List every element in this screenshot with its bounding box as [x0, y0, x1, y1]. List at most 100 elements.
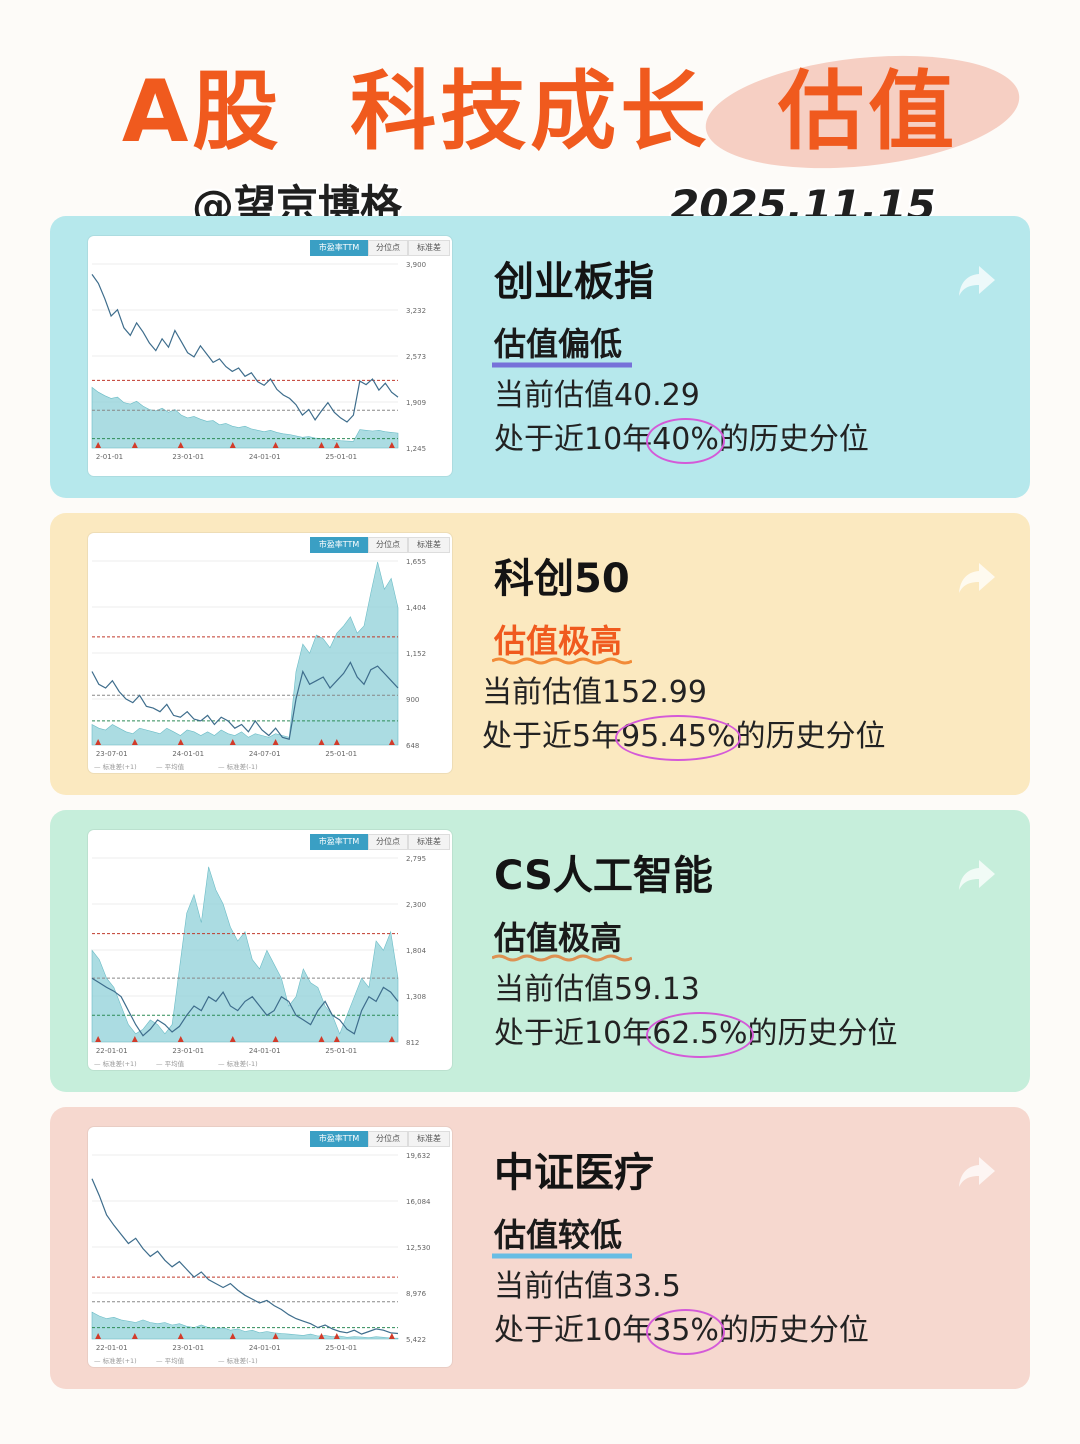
- y-tick-label: 12,530: [406, 1244, 431, 1252]
- y-tick-label: 16,084: [406, 1198, 431, 1206]
- percentile-suffix: 的历史分位: [735, 719, 886, 754]
- level-underline: [492, 362, 632, 368]
- signal-marker: [388, 1036, 395, 1042]
- tab-percentile[interactable]: 分位点: [368, 1131, 408, 1147]
- y-tick-label: 1,152: [406, 650, 426, 658]
- tab-percentile[interactable]: 分位点: [368, 537, 408, 553]
- percentile-area: [91, 866, 399, 1043]
- percentile-value: 40%: [646, 418, 725, 464]
- signal-marker: [229, 739, 236, 745]
- share-icon[interactable]: [955, 854, 999, 894]
- tab-pe-ttm[interactable]: 市盈率TTM: [310, 537, 368, 553]
- tab-stddev[interactable]: 标准差: [408, 1131, 450, 1147]
- index-name: 中证医疗: [494, 1150, 654, 1196]
- signal-marker: [131, 1333, 138, 1339]
- signal-marker: [229, 1036, 236, 1042]
- signal-marker: [272, 739, 279, 745]
- signal-marker: [318, 1333, 325, 1339]
- percentile-suffix: 的历史分位: [747, 1016, 898, 1051]
- valuation-chart: 19,632 16,084 12,530 8,976 5,422 22-01-01 23-0…: [88, 1127, 452, 1367]
- level-underline: [492, 657, 632, 665]
- x-tick-label: 24-01-01: [172, 750, 204, 758]
- percentile-area: [91, 1311, 399, 1340]
- valuation-level: 估值极高: [492, 619, 632, 665]
- percentile-line: 处于近5年95.45%的历史分位: [482, 715, 886, 761]
- signal-marker: [229, 1333, 236, 1339]
- index-name: 科创50: [494, 556, 630, 602]
- chart-svg: 19,632 16,084 12,530 8,976 5,422 22-01-01 23-0…: [91, 1152, 431, 1365]
- tab-stddev[interactable]: 标准差: [408, 240, 450, 256]
- y-tick-label: 3,900: [406, 261, 426, 269]
- x-tick-label: 24-07-01: [249, 750, 281, 758]
- y-tick-label: 1,308: [406, 993, 426, 1001]
- level-underline: [492, 1253, 632, 1259]
- signal-marker: [177, 1333, 184, 1339]
- y-tick-label: 1,909: [406, 399, 426, 407]
- chart-svg: 1,655 1,404 1,152 900 648 23-07-01 24-01-01 24-…: [91, 558, 427, 771]
- tab-pe-ttm[interactable]: 市盈率TTM: [310, 240, 368, 256]
- valuation-level-text: 估值极高: [494, 622, 623, 660]
- y-tick-label: 3,232: [406, 307, 426, 315]
- percentile-line: 处于近10年62.5%的历史分位: [494, 1012, 898, 1058]
- y-tick-label: 2,573: [406, 353, 426, 361]
- signal-marker: [272, 1036, 279, 1042]
- x-tick-label: 22-01-01: [96, 1047, 128, 1055]
- legend-item: — 标准差(-1): [218, 762, 258, 771]
- pe-ttm-line: [91, 274, 399, 423]
- y-tick-label: 2,795: [406, 855, 426, 863]
- signal-marker: [388, 739, 395, 745]
- legend-item: — 标准差(-1): [218, 1356, 258, 1365]
- signal-marker: [177, 442, 184, 448]
- tab-pe-ttm[interactable]: 市盈率TTM: [310, 834, 368, 850]
- tab-percentile[interactable]: 分位点: [368, 240, 408, 256]
- y-tick-label: 1,655: [406, 558, 426, 566]
- percentile-prefix: 处于近10年: [494, 1016, 653, 1051]
- share-icon[interactable]: [955, 557, 999, 597]
- tab-stddev[interactable]: 标准差: [408, 537, 450, 553]
- index-name: 创业板指: [494, 259, 654, 305]
- signal-marker: [333, 1036, 340, 1042]
- y-tick-label: 812: [406, 1039, 419, 1047]
- valuation-card: 3,900 3,232 2,573 1,909 1,245 2-01-01 23-01-01…: [50, 216, 1030, 498]
- valuation-level: 估值较低: [492, 1213, 632, 1259]
- x-tick-label: 23-07-01: [96, 750, 128, 758]
- legend-item: — 平均值: [156, 1059, 185, 1068]
- tab-pe-ttm[interactable]: 市盈率TTM: [310, 1131, 368, 1147]
- chart-svg: 2,795 2,300 1,804 1,308 812 22-01-01 23-01-01 2…: [91, 855, 427, 1068]
- valuation-card: 2,795 2,300 1,804 1,308 812 22-01-01 23-01-01 2…: [50, 810, 1030, 1092]
- share-icon[interactable]: [955, 260, 999, 300]
- tab-stddev[interactable]: 标准差: [408, 834, 450, 850]
- percentile-prefix: 处于近10年: [494, 422, 653, 457]
- x-tick-label: 25-01-01: [325, 1344, 357, 1352]
- percentile-area: [91, 561, 399, 746]
- x-tick-label: 23-01-01: [172, 1047, 204, 1055]
- current-valuation: 当前估值59.13: [494, 972, 700, 1007]
- valuation-level-text: 估值较低: [494, 1216, 623, 1254]
- legend-item: — 标准差(+1): [94, 1356, 137, 1365]
- legend-item: — 标准差(+1): [94, 762, 137, 771]
- x-tick-label: 22-01-01: [96, 1344, 128, 1352]
- x-tick-label: 24-01-01: [249, 1344, 281, 1352]
- signal-marker: [318, 442, 325, 448]
- signal-marker: [272, 442, 279, 448]
- legend-item: — 平均值: [156, 762, 185, 771]
- signal-marker: [272, 1333, 279, 1339]
- valuation-chart: 3,900 3,232 2,573 1,909 1,245 2-01-01 23-01-01…: [88, 236, 452, 476]
- legend-item: — 平均值: [156, 1356, 185, 1365]
- chart-svg: 3,900 3,232 2,573 1,909 1,245 2-01-01 23-01-01…: [91, 261, 426, 461]
- valuation-level: 估值极高: [492, 916, 632, 962]
- x-tick-label: 24-01-01: [249, 1047, 281, 1055]
- x-tick-label: 25-01-01: [325, 750, 357, 758]
- share-icon[interactable]: [955, 1151, 999, 1191]
- tab-percentile[interactable]: 分位点: [368, 834, 408, 850]
- valuation-level-text: 估值极高: [494, 919, 623, 957]
- y-tick-label: 648: [406, 742, 419, 750]
- y-tick-label: 19,632: [406, 1152, 431, 1160]
- signal-marker: [318, 739, 325, 745]
- signal-marker: [177, 739, 184, 745]
- x-tick-label: 23-01-01: [172, 453, 204, 461]
- page-title: A股 科技成长 估值: [121, 62, 959, 162]
- pe-ttm-line: [91, 661, 399, 740]
- percentile-line: 处于近10年40%的历史分位: [494, 418, 869, 464]
- signal-marker: [95, 1036, 102, 1042]
